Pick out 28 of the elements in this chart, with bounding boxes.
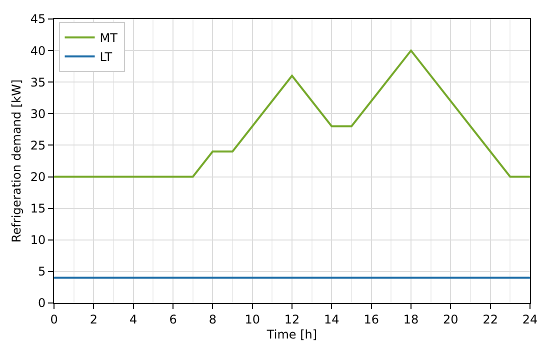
y-tick-label: 20 [30, 170, 46, 184]
x-tick-label: 0 [50, 312, 58, 326]
x-tick-label: 8 [208, 312, 216, 326]
x-tick-label: 22 [482, 312, 498, 326]
y-tick-label: 15 [30, 202, 46, 216]
x-tick-label: 20 [443, 312, 458, 326]
y-tick-label: 40 [30, 44, 46, 58]
x-tick-label: 16 [364, 312, 379, 326]
x-tick-label: 2 [90, 312, 98, 326]
y-tick-label: 10 [30, 233, 46, 248]
x-tick-label: 18 [403, 312, 419, 326]
x-tick-label: 24 [522, 312, 538, 326]
y-tick-label: 35 [30, 75, 46, 90]
x-tick-label: 14 [324, 312, 340, 326]
x-tick-label: 12 [284, 312, 300, 326]
y-tick-label: 25 [30, 138, 46, 152]
y-tick-label: 45 [30, 12, 46, 26]
x-tick-label: 6 [169, 312, 177, 326]
y-axis-title: Refrigeration demand [kW] [10, 79, 24, 243]
x-tick-label: 10 [244, 312, 260, 326]
y-tick-label: 0 [38, 296, 46, 310]
y-tick-label: 30 [30, 106, 46, 121]
x-axis-title: Time [h] [266, 327, 318, 342]
y-tick-label: 5 [38, 264, 46, 279]
legend-label: LT [100, 50, 113, 64]
line-series [54, 50, 530, 178]
legend-label: MT [100, 31, 118, 46]
x-tick-label: 4 [130, 312, 138, 326]
